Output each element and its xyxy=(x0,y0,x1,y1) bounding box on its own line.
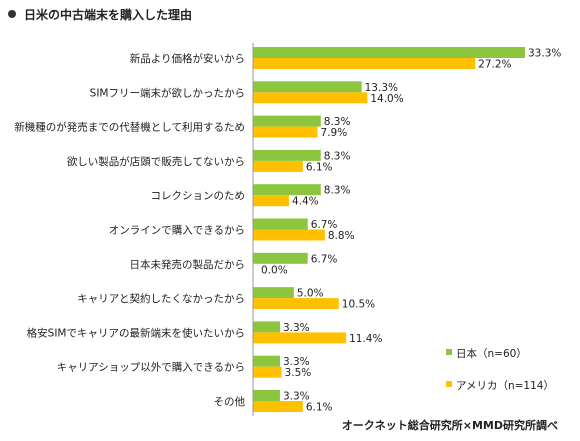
value-label-japan: 13.3% xyxy=(365,82,398,94)
category-label: SIMフリー端末が欲しかったから xyxy=(90,86,245,99)
value-label-usa: 8.8% xyxy=(328,230,355,242)
category-label: 新機種のが発売までの代替機として利用するため xyxy=(14,121,245,134)
value-label-japan: 3.3% xyxy=(283,391,310,403)
category-label: キャリアと契約したくなかったから xyxy=(77,292,245,305)
chart-title: 日米の中古端末を購入した理由 xyxy=(8,6,192,23)
category-label: 日本未発売の製品だから xyxy=(130,258,246,271)
bar-usa xyxy=(253,160,303,172)
bar-usa xyxy=(253,401,303,412)
bar-japan xyxy=(253,47,525,58)
value-label-japan: 8.3% xyxy=(324,116,351,128)
value-label-japan: 8.3% xyxy=(324,185,351,197)
value-label-japan: 3.3% xyxy=(283,356,310,368)
category-label: オンラインで購入できるから xyxy=(109,224,245,237)
bar-japan xyxy=(253,287,294,299)
value-label-japan: 5.0% xyxy=(297,288,324,300)
bar-usa xyxy=(253,58,476,69)
legend-label-usa: アメリカ（n=114） xyxy=(456,380,554,392)
bar-usa xyxy=(253,332,347,344)
value-label-japan: 6.7% xyxy=(311,219,338,231)
value-label-usa: 6.1% xyxy=(306,161,333,173)
bar-usa xyxy=(253,298,339,310)
value-label-usa: 10.5% xyxy=(342,299,375,311)
value-label-usa: 11.4% xyxy=(349,333,382,345)
bullet-icon xyxy=(8,10,16,18)
bar-japan xyxy=(253,252,308,264)
bar-japan xyxy=(253,149,321,161)
category-label: 新品より価格が安いから xyxy=(130,52,245,65)
source-note: オークネット総合研究所×MMD研究所調べ xyxy=(341,419,558,432)
value-label-japan: 8.3% xyxy=(324,150,351,162)
bar-japan xyxy=(253,184,321,196)
category-label: 欲しい製品が店頭で販売してないから xyxy=(67,155,245,168)
bar-japan xyxy=(253,81,362,93)
bar-japan xyxy=(253,321,280,333)
legend-swatch-japan xyxy=(446,349,452,355)
category-label: コレクションのため xyxy=(151,190,246,202)
category-label: 格安SIMでキャリアの最新端末を使いたいから xyxy=(27,326,245,339)
value-label-usa: 0.0% xyxy=(261,264,288,276)
bar-usa xyxy=(253,366,282,378)
bar-japan xyxy=(253,355,280,367)
bar-usa xyxy=(253,92,368,104)
legend-label-japan: 日本（n=60） xyxy=(456,347,527,360)
value-label-japan: 33.3% xyxy=(528,48,561,60)
value-label-usa: 3.5% xyxy=(285,367,312,379)
value-label-usa: 27.2% xyxy=(478,59,511,71)
value-label-japan: 6.7% xyxy=(311,253,338,265)
legend-swatch-usa xyxy=(446,381,452,387)
value-label-usa: 14.0% xyxy=(370,93,403,105)
bar-japan xyxy=(253,115,321,127)
category-label: その他 xyxy=(214,395,246,408)
value-label-usa: 4.4% xyxy=(292,196,319,208)
bar-usa xyxy=(253,229,325,241)
value-label-japan: 3.3% xyxy=(283,322,310,334)
value-label-usa: 7.9% xyxy=(321,127,348,139)
bar-japan xyxy=(253,218,308,230)
chart-title-text: 日米の中古端末を購入した理由 xyxy=(24,8,193,22)
bar-japan xyxy=(253,390,280,401)
bar-usa xyxy=(253,195,289,207)
category-label: キャリアショップ以外で購入できるから xyxy=(57,361,245,374)
bar-usa xyxy=(253,126,318,138)
value-label-usa: 6.1% xyxy=(306,402,333,414)
